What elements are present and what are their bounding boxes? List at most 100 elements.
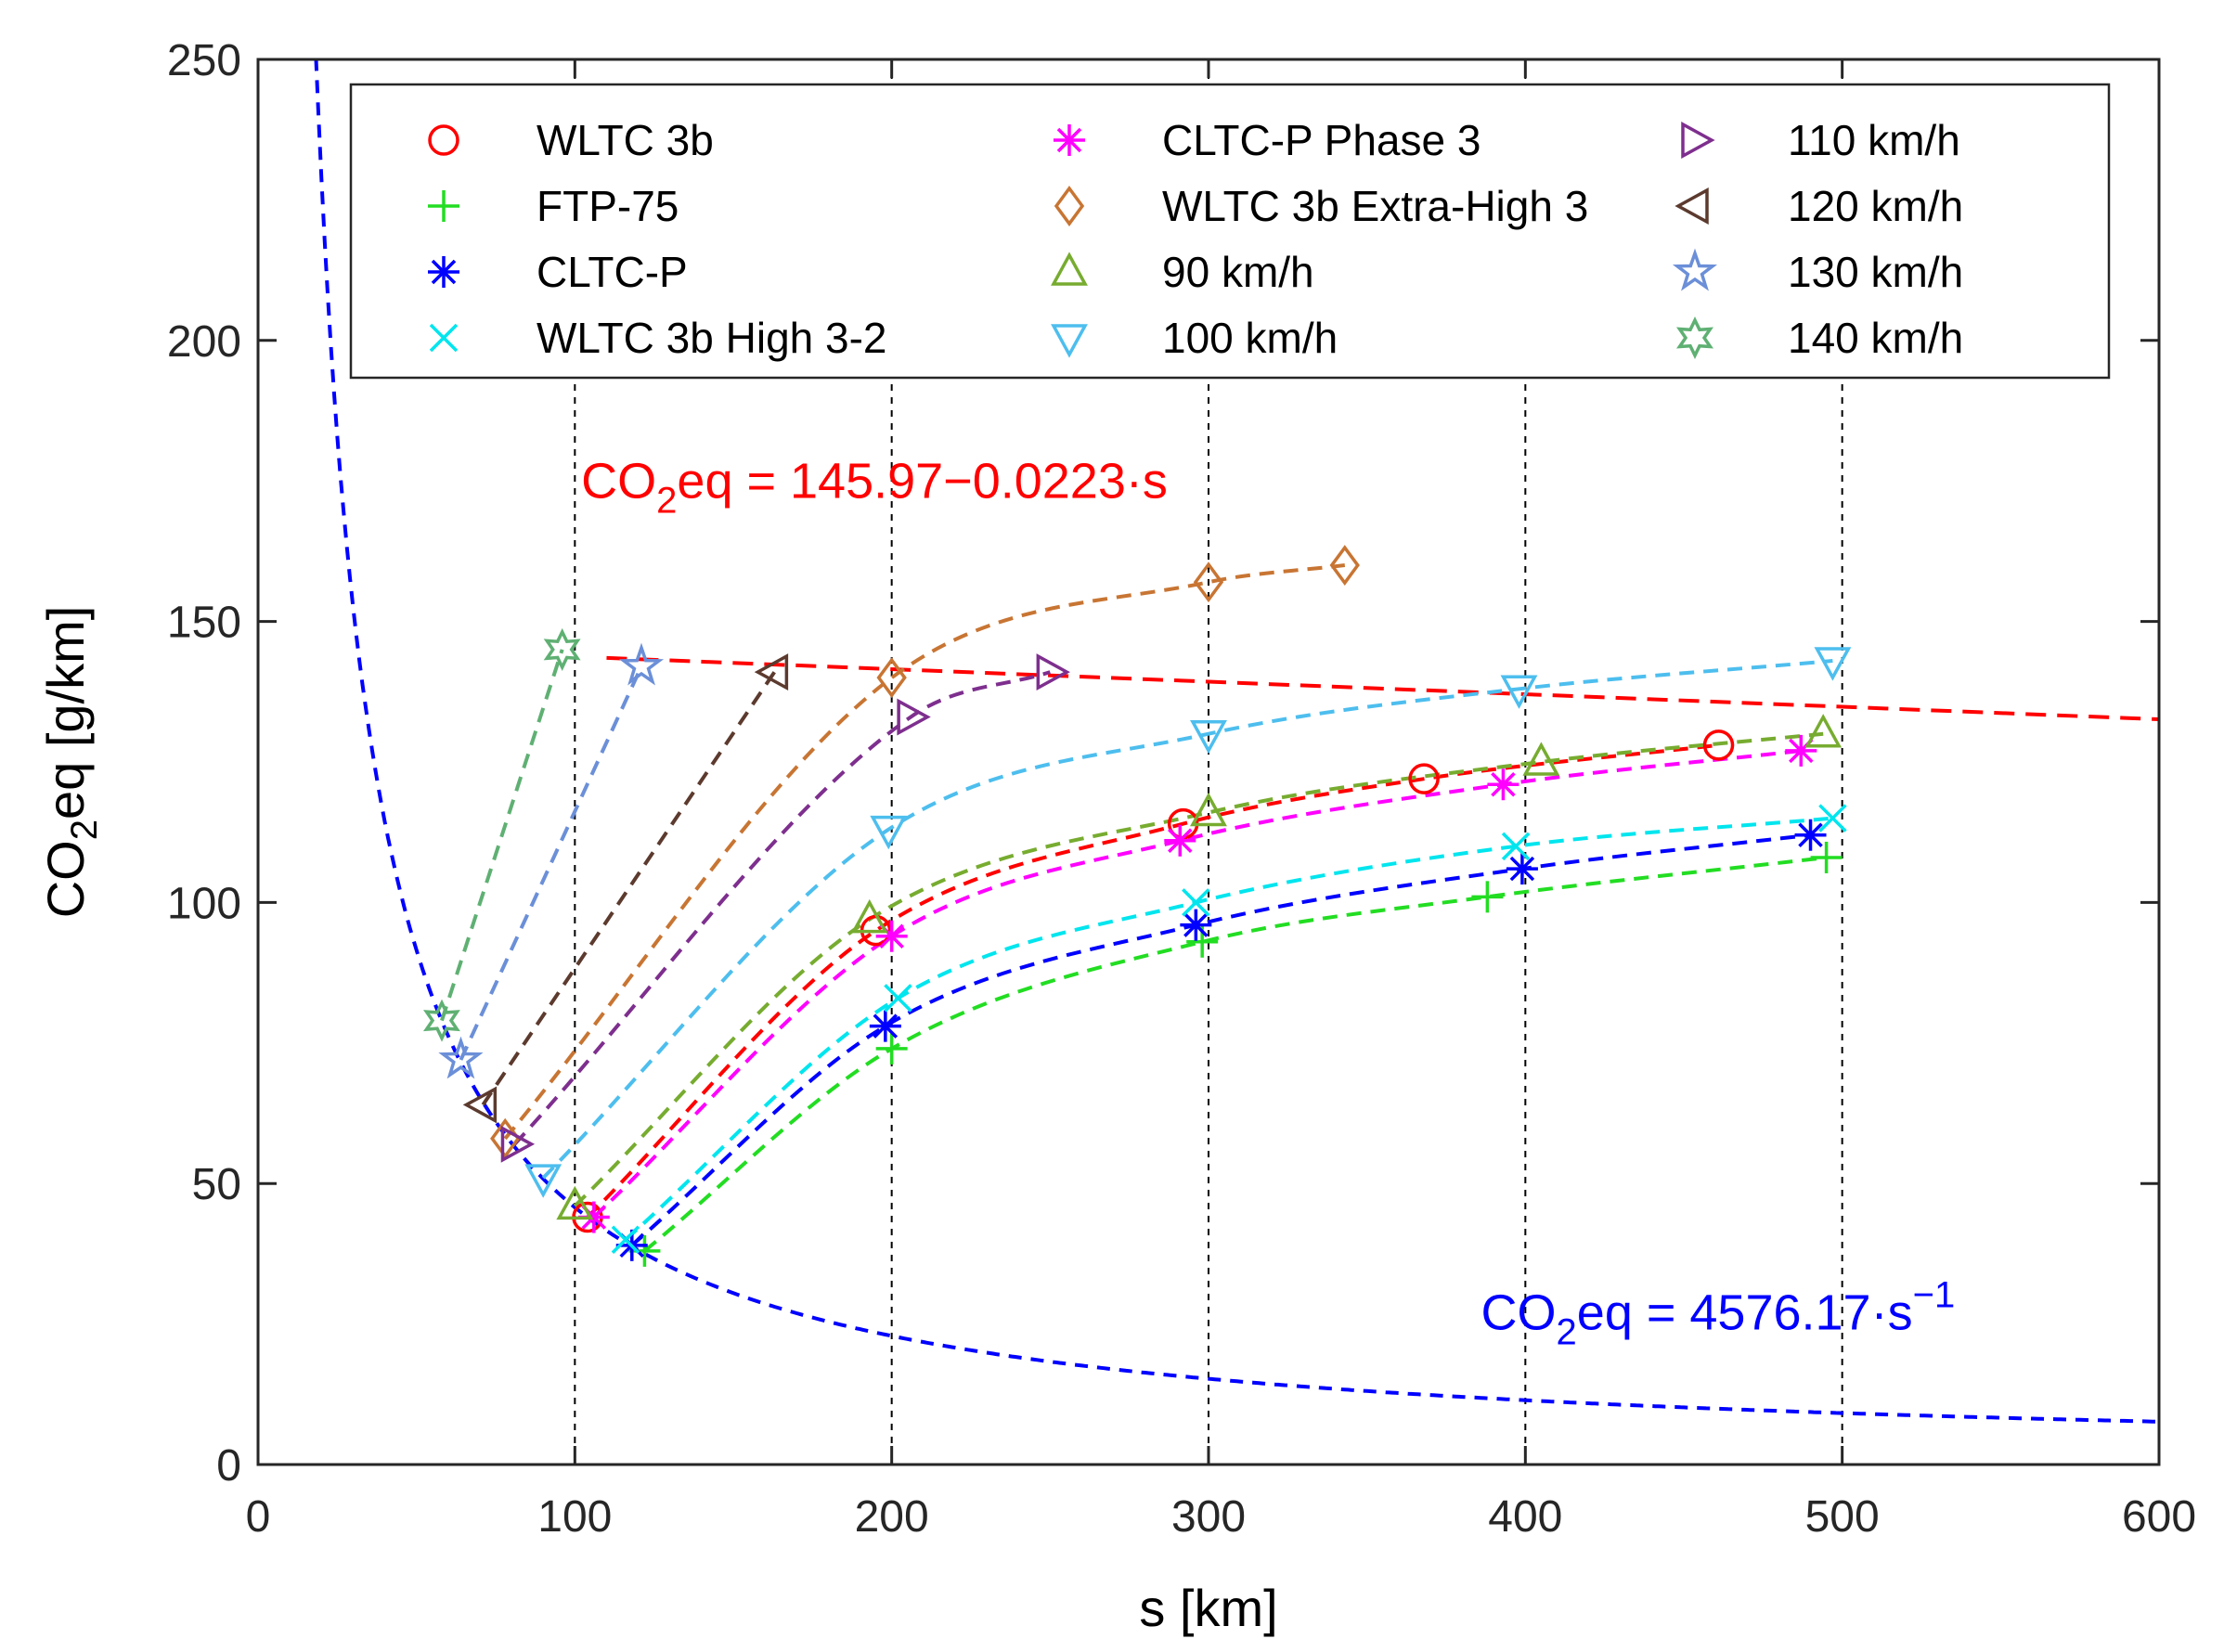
point-90-km-h	[556, 1185, 594, 1220]
axis-ticks: 0 100 200 300 400 500 600 0 50 100 150 200 250	[167, 36, 2196, 1542]
legend-label-110-km-h: 110 km/h	[1788, 116, 1960, 164]
x-tick-label: 200	[855, 1492, 929, 1542]
legend-label-120-km-h: 120 km/h	[1788, 182, 1963, 230]
y-tick-label: 50	[192, 1160, 241, 1209]
y-tick-label: 200	[167, 317, 241, 367]
legend-marker-120-km-h	[1674, 187, 1709, 225]
curve-100-km-h	[541, 659, 1833, 1180]
x-tick-label: 400	[1488, 1492, 1562, 1542]
curve-ftp-75	[643, 856, 1827, 1253]
y-tick-label: 100	[167, 879, 241, 928]
equations: CO2eq = 145.97−0.0223·s CO2eq = 4576.17·s…	[581, 453, 1955, 1352]
legend-marker-ftp-75	[428, 190, 459, 222]
point-100-km-h	[1814, 647, 1852, 681]
legend-label-wltc-3b-extra-high-3: WLTC 3b Extra-High 3	[1162, 182, 1588, 230]
legend-label-wltc-3b-high-3-2: WLTC 3b High 3-2	[537, 314, 887, 362]
point-ftp-75	[1810, 841, 1843, 873]
point-90-km-h	[1804, 714, 1843, 748]
point-100-km-h	[870, 815, 908, 850]
legend: WLTC 3b FTP-75 CLTC-P WLTC 3b High 3-2 CLTC-…	[349, 83, 2111, 380]
point-110-km-h	[500, 1125, 536, 1163]
legend-marker-100-km-h	[1051, 324, 1088, 358]
y-tick-label: 0	[216, 1441, 241, 1491]
y-axis-label-rest: eq [g/km]	[36, 606, 95, 820]
x-tick-label: 600	[2122, 1492, 2196, 1542]
legend-marker-cltc-p	[428, 256, 459, 288]
y-tick-label: 250	[167, 36, 241, 85]
point-ftp-75	[628, 1234, 661, 1267]
curve-90-km-h	[573, 731, 1824, 1207]
x-tick-label: 100	[537, 1492, 612, 1542]
point-cltc-p-phase-3	[1164, 824, 1196, 857]
legend-label-100-km-h: 100 km/h	[1162, 314, 1338, 362]
point-130-km-h	[438, 1036, 484, 1079]
point-wltc-3b-high-3-2	[884, 984, 912, 1013]
point-wltc-3b-extra-high-3	[876, 657, 907, 699]
point-130-km-h	[618, 642, 665, 686]
legend-label-90-km-h: 90 km/h	[1162, 248, 1314, 296]
y-tick-label: 150	[167, 599, 241, 648]
point-wltc-3b-extra-high-3	[490, 1117, 521, 1159]
curve-140-km-h	[440, 649, 564, 1022]
curve-cltc-p-phase-3	[592, 748, 1802, 1219]
y-axis-label-main: CO	[36, 840, 95, 918]
legend-label-130-km-h: 130 km/h	[1788, 248, 1963, 296]
legend-label-140-km-h: 140 km/h	[1788, 314, 1963, 362]
point-100-km-h	[1500, 675, 1538, 709]
point-ftp-75	[1471, 881, 1504, 913]
legend-box	[349, 83, 2111, 380]
point-wltc-3b	[1702, 729, 1735, 761]
point-100-km-h	[1190, 719, 1227, 755]
legend-label-cltc-p-phase-3: CLTC-P Phase 3	[1162, 116, 1481, 164]
linear-fit-line	[606, 655, 2159, 722]
linear-equation: CO2eq = 145.97−0.0223·s	[581, 453, 1168, 521]
x-tick-label: 500	[1805, 1492, 1880, 1542]
point-cltc-p	[1506, 853, 1538, 885]
point-110-km-h	[1036, 653, 1070, 691]
legend-marker-90-km-h	[1051, 252, 1088, 286]
legend-marker-110-km-h	[1681, 122, 1715, 159]
point-cltc-p-phase-3	[1487, 768, 1519, 801]
legend-marker-130-km-h	[1672, 248, 1718, 291]
x-tick-label: 300	[1171, 1492, 1246, 1542]
legend-marker-wltc-3b-extra-high-3	[1054, 186, 1085, 226]
curve-wltc-3b-extra-high-3	[503, 563, 1346, 1141]
legend-marker-wltc-3b-high-3-2	[429, 323, 459, 353]
point-wltc-3b-extra-high-3	[1193, 561, 1224, 603]
y-axis-label: CO2eq [g/km]	[36, 606, 105, 919]
curve-110-km-h	[513, 670, 1051, 1146]
point-cltc-p	[1794, 819, 1827, 851]
point-cltc-p	[869, 1010, 901, 1042]
point-90-km-h	[850, 898, 888, 934]
y-axis-label-sub: 2	[64, 820, 105, 840]
legend-label-wltc-3b: WLTC 3b	[537, 116, 714, 164]
point-ftp-75	[875, 1032, 908, 1065]
point-140-km-h	[422, 999, 460, 1042]
point-wltc-3b-high-3-2	[1818, 804, 1847, 832]
legend-marker-wltc-3b	[428, 124, 459, 156]
point-120-km-h	[462, 1086, 498, 1124]
point-wltc-3b	[1408, 763, 1440, 794]
point-90-km-h	[1190, 792, 1227, 827]
point-90-km-h	[1522, 742, 1560, 776]
point-wltc-3b-high-3-2	[1182, 888, 1210, 917]
hyperbola-fit-line	[314, 59, 2159, 1424]
legend-marker-cltc-p-phase-3	[1054, 124, 1085, 156]
point-wltc-3b-high-3-2	[1501, 832, 1531, 861]
point-100-km-h	[524, 1164, 562, 1198]
point-110-km-h	[897, 698, 931, 736]
legend-marker-140-km-h	[1676, 316, 1713, 360]
hyperbola-equation: CO2eq = 4576.17·s−1	[1481, 1275, 1956, 1353]
x-axis-label: s [km]	[1139, 1579, 1277, 1637]
x-tick-label: 0	[246, 1492, 271, 1542]
markers	[422, 545, 1852, 1267]
point-cltc-p	[1180, 909, 1212, 941]
legend-label-ftp-75: FTP-75	[537, 182, 679, 230]
legend-label-cltc-p: CLTC-P	[537, 248, 688, 296]
point-wltc-3b-high-3-2	[611, 1225, 640, 1254]
curve-120-km-h	[481, 670, 777, 1106]
point-120-km-h	[754, 653, 789, 691]
point-wltc-3b-extra-high-3	[1329, 545, 1360, 586]
point-140-km-h	[543, 627, 581, 671]
